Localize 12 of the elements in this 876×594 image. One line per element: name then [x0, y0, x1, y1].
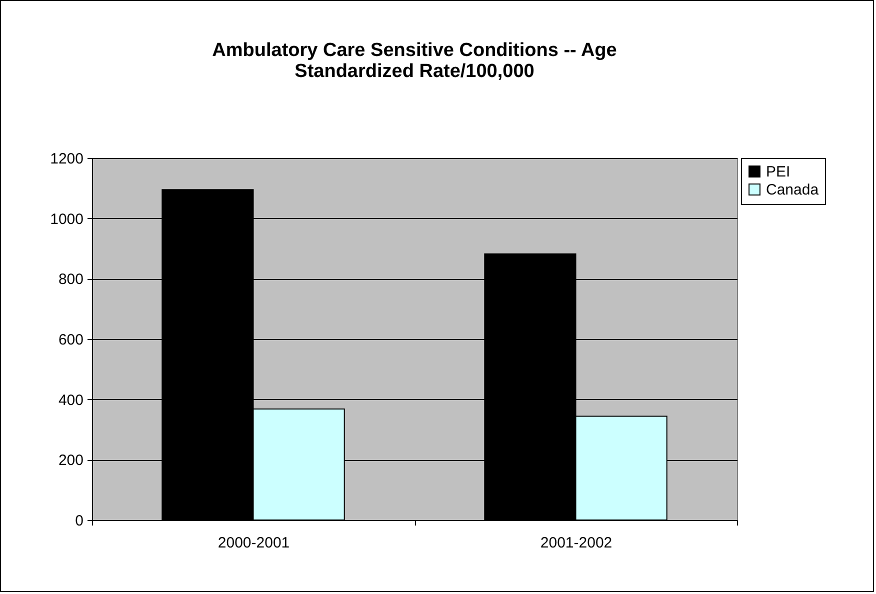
y-tick-label: 1200: [50, 150, 84, 168]
y-tick-label: 600: [58, 332, 84, 348]
y-tick-label: 0: [75, 512, 84, 530]
x-tick-label: 2000-2001: [218, 534, 290, 552]
legend-label: PEI: [766, 164, 790, 180]
y-tick-label: 200: [58, 452, 84, 470]
x-tick-label: 2001-2002: [540, 534, 612, 552]
chart-title: Ambulatory Care Sensitive Conditions -- Age Standardized Rate/100,000: [212, 40, 617, 82]
y-tick-label: 400: [58, 392, 84, 409]
legend-label: Canada: [766, 182, 820, 198]
y-tick-label: 1000: [50, 210, 84, 228]
y-tick-label: 800: [58, 271, 84, 288]
